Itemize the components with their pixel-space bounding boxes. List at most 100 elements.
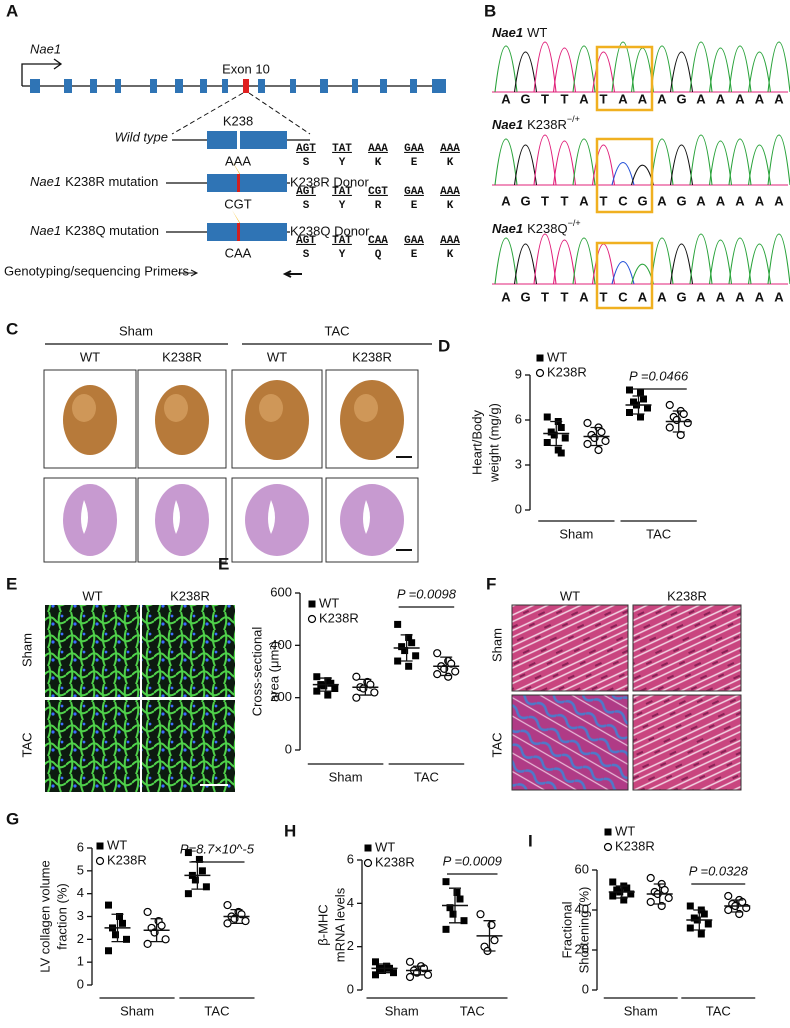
legend-marker <box>604 828 612 836</box>
error-bar <box>359 678 372 696</box>
base: G <box>520 193 530 208</box>
peak <box>552 239 577 285</box>
gene-name: Nae1 <box>492 117 523 132</box>
y-tick-label: 4 <box>347 895 354 910</box>
panel-label: B <box>484 1 496 20</box>
peak <box>669 144 694 186</box>
peak <box>552 47 577 93</box>
exon <box>290 79 296 93</box>
base: G <box>520 289 530 304</box>
data-point <box>665 423 674 432</box>
base: A <box>755 193 765 208</box>
residue: K <box>447 200 454 212</box>
peak <box>689 41 713 93</box>
error-bar <box>230 909 243 924</box>
data-point <box>184 849 192 857</box>
error-bar <box>378 963 391 974</box>
exon <box>200 79 207 93</box>
panel-label: H <box>284 821 296 840</box>
data-point <box>637 389 644 397</box>
error-bar <box>483 920 496 952</box>
base: T <box>541 91 549 106</box>
peak <box>767 41 790 93</box>
row-label: TAC <box>19 732 34 757</box>
data-point <box>724 905 733 915</box>
data-point <box>543 413 551 421</box>
heart-shine <box>259 394 283 422</box>
data-point <box>626 409 633 416</box>
residue: Y <box>339 157 346 169</box>
data-point <box>313 687 321 695</box>
legend-label: K238R <box>107 852 147 867</box>
codon-label: AAA <box>225 153 251 168</box>
y-axis-label: Cross-sectional <box>249 627 264 717</box>
peak <box>572 237 596 285</box>
data-point <box>433 649 442 658</box>
panel-label: D <box>438 336 450 355</box>
error-bar <box>693 909 706 931</box>
exon <box>64 79 72 93</box>
peak <box>533 41 557 93</box>
data-point <box>686 902 694 910</box>
fluorescence-image <box>142 700 235 792</box>
column-label: WT <box>82 588 102 603</box>
base: A <box>579 193 589 208</box>
data-point <box>116 913 123 920</box>
peak <box>650 45 674 93</box>
peak <box>669 243 694 285</box>
p-value: P =0.0009 <box>443 853 502 868</box>
data-point <box>112 931 119 939</box>
data-point <box>195 855 203 863</box>
legend-marker <box>96 842 104 850</box>
data-point <box>327 679 335 687</box>
base: G <box>676 193 686 208</box>
peak <box>630 164 655 186</box>
error-bar <box>550 420 563 447</box>
base: T <box>541 289 549 304</box>
data-point <box>320 682 328 690</box>
heart-shine <box>354 394 378 422</box>
superscript: −/+ <box>567 114 580 124</box>
fluorescence-image <box>142 605 235 697</box>
data-point <box>394 657 402 665</box>
codon: GAA <box>404 143 424 155</box>
data-point <box>594 445 603 455</box>
base: G <box>676 91 686 106</box>
data-point <box>352 672 361 681</box>
exon <box>380 79 387 93</box>
peak <box>689 134 713 186</box>
codon: CGT <box>368 186 388 198</box>
peak <box>689 233 713 285</box>
data-point <box>557 424 565 431</box>
gene-name: Nae1 <box>492 221 523 236</box>
y-tick-label: 200 <box>270 689 292 704</box>
data-point <box>697 930 705 938</box>
peak <box>513 144 538 186</box>
y-tick-label: 0 <box>347 981 354 996</box>
data-point <box>583 439 592 449</box>
peak <box>767 233 790 285</box>
codon: AAA <box>440 186 460 198</box>
peak <box>513 51 538 93</box>
gene-name: Nae1 <box>492 25 523 40</box>
superscript: −/+ <box>568 218 581 228</box>
ventricle <box>363 500 370 534</box>
data-point <box>637 413 644 421</box>
base: A <box>657 91 667 106</box>
data-point <box>394 620 402 628</box>
peak <box>747 243 772 285</box>
base: A <box>501 193 511 208</box>
data-point <box>184 890 192 898</box>
panel-label: C <box>6 319 18 338</box>
p-value: P =0.0328 <box>689 863 749 878</box>
data-point <box>198 867 206 875</box>
data-point <box>609 878 617 886</box>
group-label: Sham <box>120 1003 154 1018</box>
codon: TAT <box>332 235 352 247</box>
promoter-arrow <box>21 58 63 86</box>
residue: S <box>303 249 310 261</box>
data-point <box>405 972 415 982</box>
base: T <box>561 91 569 106</box>
primer-arrow <box>178 269 199 277</box>
group-label: Sham <box>559 526 593 541</box>
